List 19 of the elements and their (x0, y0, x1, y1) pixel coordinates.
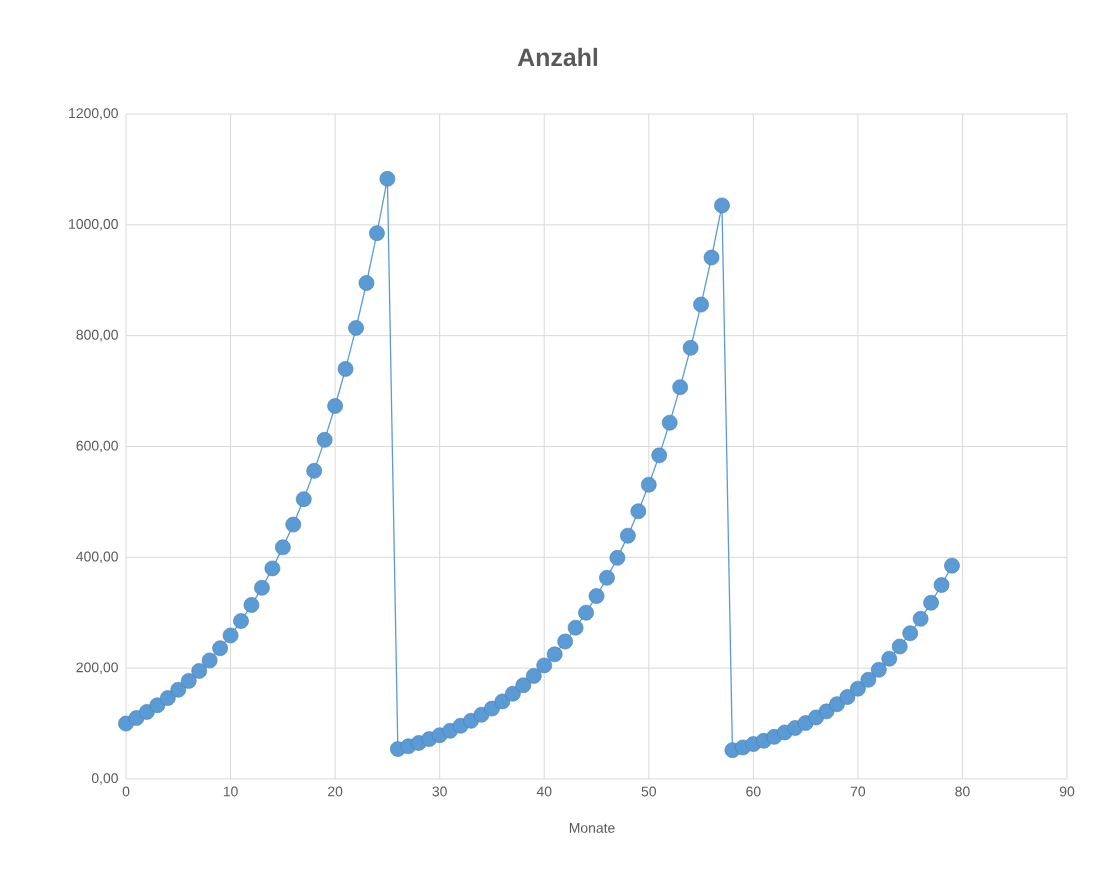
x-tick-label: 60 (746, 786, 761, 797)
y-tick-label: 0,00 (91, 773, 118, 785)
x-tick-label: 30 (432, 786, 447, 797)
x-tick-label: 10 (223, 786, 238, 797)
chart-title: Anzahl (517, 47, 598, 67)
x-tick-label: 40 (536, 786, 552, 797)
y-tick-label: 1200,00 (69, 108, 118, 120)
y-tick-label: 400,00 (76, 551, 118, 564)
y-tick-label: 1000,00 (69, 219, 118, 231)
y-tick-label: 800,00 (76, 329, 118, 342)
x-tick-label: 80 (955, 786, 970, 797)
y-tick-label: 200,00 (76, 662, 118, 674)
x-tick-label: 20 (328, 786, 343, 797)
x-tick-label: 90 (1059, 786, 1075, 797)
x-tick-label: 70 (850, 786, 866, 797)
x-tick-label: 0 (122, 786, 130, 797)
x-axis-title: Monate (569, 823, 615, 833)
y-tick-label: 600,00 (76, 440, 118, 453)
x-tick-label: 50 (641, 786, 656, 797)
